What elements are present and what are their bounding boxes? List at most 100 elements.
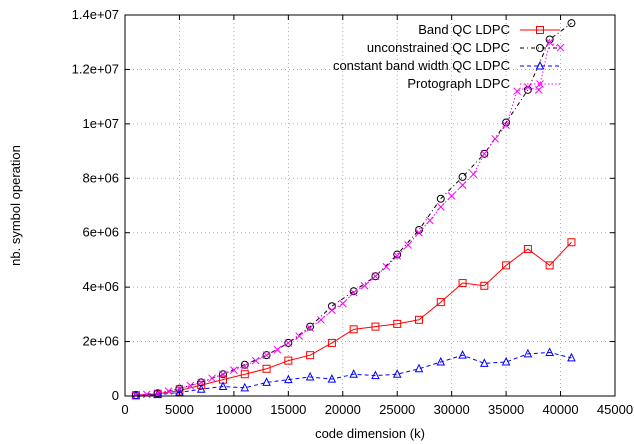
data-point-circle <box>306 322 315 331</box>
x-tick-label: 45000 <box>597 402 633 417</box>
data-point-x <box>502 121 510 130</box>
data-point-circle <box>545 35 554 44</box>
data-point-x <box>458 181 467 189</box>
grid <box>125 15 615 396</box>
data-point-x <box>284 339 293 347</box>
data-point-triangle <box>371 370 380 380</box>
legend-label: Band QC LDPC <box>418 22 510 37</box>
data-point-x <box>328 306 336 315</box>
data-point-square <box>567 238 576 247</box>
data-point-triangle <box>327 374 337 383</box>
data-point-x <box>382 262 391 271</box>
x-tick-label: 5000 <box>165 402 194 417</box>
data-point-x <box>230 366 238 374</box>
data-point-x <box>360 281 369 290</box>
data-point-triangle <box>414 363 424 373</box>
data-point-square <box>458 279 467 288</box>
data-point-x <box>447 192 456 200</box>
legend-marker-square <box>536 26 544 34</box>
data-point-triangle <box>153 389 162 399</box>
y-tick-label: 8e+06 <box>82 170 119 185</box>
data-point-x <box>219 370 227 379</box>
legend-entry: Protograph LDPC <box>407 76 560 91</box>
x-tick-label: 30000 <box>434 402 470 417</box>
data-point-circle <box>240 360 249 369</box>
data-point-x <box>480 149 489 158</box>
data-point-triangle <box>501 356 511 366</box>
data-point-triangle <box>305 371 315 381</box>
legend-entry: constant band width QC LDPC <box>333 58 560 73</box>
y-tick-label: 0 <box>112 388 119 403</box>
data-point-triangle <box>436 356 446 366</box>
data-point-circle <box>393 250 402 259</box>
data-point-x <box>186 381 195 390</box>
y-tick-label: 1.4e+07 <box>72 7 119 22</box>
data-point-x <box>132 391 140 400</box>
y-tick-label: 6e+06 <box>82 225 119 240</box>
data-point-triangle <box>284 374 293 384</box>
y-tick-label: 1.2e+07 <box>72 61 119 76</box>
y-axis-label: nb. symbol operation <box>8 145 23 266</box>
data-point-triangle <box>349 369 358 378</box>
x-tick-label: 20000 <box>325 402 361 417</box>
data-point-x <box>404 241 412 249</box>
data-point-x <box>534 85 543 94</box>
data-point-triangle <box>196 384 206 393</box>
data-point-triangle <box>131 390 141 400</box>
data-point-x <box>197 378 206 387</box>
legend-marker-circle <box>536 44 544 52</box>
data-point-x <box>371 272 380 281</box>
data-point-x <box>338 299 347 308</box>
data-point-square <box>523 245 532 254</box>
data-point-triangle <box>218 381 228 390</box>
data-point-x <box>426 216 434 225</box>
data-point-x <box>273 345 282 354</box>
y-tick-label: 2e+06 <box>82 334 119 349</box>
x-tick-label: 40000 <box>542 402 578 417</box>
data-point-x <box>349 288 358 297</box>
data-point-x <box>317 315 325 324</box>
axis-ticks: 0 5000 10000 15000 20000 25000 30000 35000 40000… <box>72 7 633 417</box>
data-point-square <box>349 325 358 334</box>
data-point-x <box>208 374 216 383</box>
data-point-triangle <box>567 352 576 362</box>
data-point-circle <box>523 85 532 94</box>
legend-marker-triangle <box>535 60 545 70</box>
data-point-square <box>371 322 380 331</box>
x-tick-label: 10000 <box>216 402 252 417</box>
data-point-x <box>436 203 445 211</box>
data-point-square <box>240 370 249 379</box>
legend-label: unconstrained QC LDPC <box>367 40 510 55</box>
data-point-x <box>415 228 423 237</box>
data-point-circle <box>327 302 336 311</box>
data-point-circle <box>262 351 271 360</box>
data-point-triangle <box>240 382 250 392</box>
data-point-circle <box>284 338 293 347</box>
series-line-protograph-ldpc <box>135 41 561 396</box>
data-point-square <box>502 261 511 270</box>
data-point-x <box>262 351 271 360</box>
data-point-x <box>306 324 314 332</box>
series-protograph-ldpc <box>132 38 565 400</box>
data-point-x <box>240 362 249 370</box>
data-point-circle <box>436 194 445 203</box>
data-point-x <box>513 87 521 96</box>
data-point-triangle <box>545 347 554 356</box>
plot-frame <box>124 14 616 397</box>
series-layer <box>131 19 576 400</box>
series-constant-band-width-qc-ldpc <box>131 347 576 400</box>
data-point-triangle <box>262 377 271 386</box>
series-unconstrained-qc-ldpc <box>131 19 576 400</box>
data-point-square <box>415 315 423 324</box>
series-line-unconstrained-qc-ldpc <box>135 22 572 396</box>
data-point-x <box>469 170 478 179</box>
legend-label: constant band width QC LDPC <box>333 58 510 73</box>
data-point-x <box>393 251 402 260</box>
x-tick-label: 0 <box>121 402 128 417</box>
data-point-square <box>545 261 554 270</box>
data-point-x <box>545 38 554 47</box>
data-point-circle <box>371 272 380 281</box>
x-tick-label: 15000 <box>270 402 306 417</box>
data-point-circle <box>480 149 489 158</box>
data-point-square <box>306 351 315 360</box>
